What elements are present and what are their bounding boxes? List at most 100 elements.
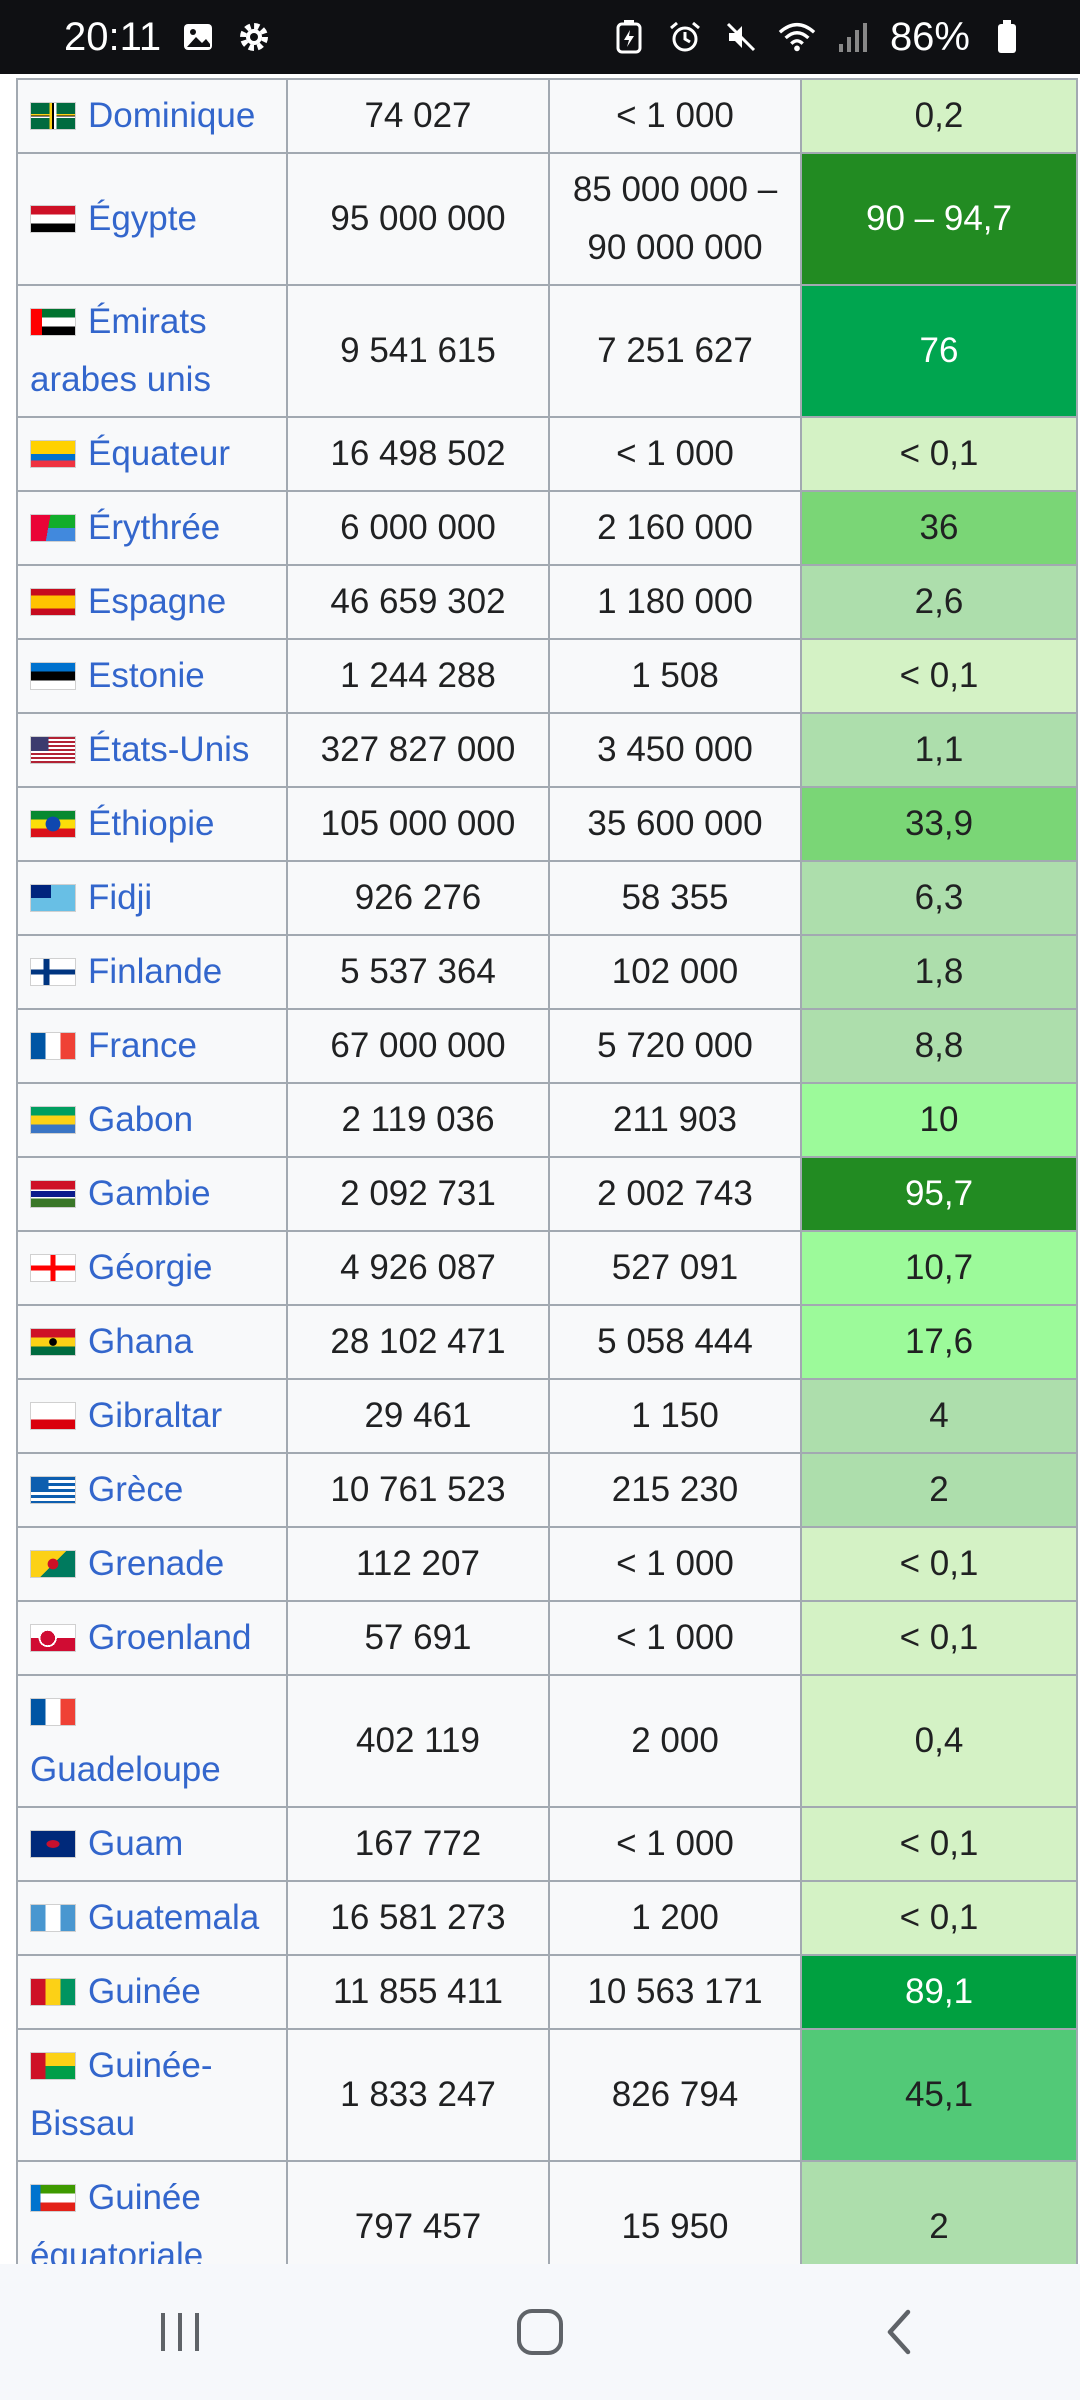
country-link[interactable]: Dominique [88, 96, 256, 135]
table-row: Gabon 2 119 036 211 903 10 [16, 1082, 1078, 1158]
table-row: Géorgie 4 926 087 527 091 10,7 [16, 1230, 1078, 1306]
population-cell: 5 537 364 [286, 934, 550, 1010]
muslim-population-cell: < 1 000 [548, 1526, 802, 1602]
flag-icon [30, 1032, 76, 1060]
page-content[interactable]: Dominique 74 027 < 1 000 0,2 Égypte 95 000 00… [0, 74, 1080, 2264]
country-link[interactable]: Ghana [88, 1322, 194, 1361]
country-cell: Grèce [16, 1452, 288, 1528]
country-cell: Gabon [16, 1082, 288, 1158]
population-cell: 6 000 000 [286, 490, 550, 566]
population-cell: 1 833 247 [286, 2028, 550, 2162]
flag-icon [30, 1978, 76, 2006]
population-cell: 46 659 302 [286, 564, 550, 640]
muslim-population-cell: 826 794 [548, 2028, 802, 2162]
country-cell: Guam [16, 1806, 288, 1882]
table-row: Espagne 46 659 302 1 180 000 2,6 [16, 564, 1078, 640]
country-link[interactable]: Égypte [88, 199, 197, 238]
muslim-population-cell: 85 000 000 – 90 000 000 [548, 152, 802, 286]
country-link[interactable]: Érythrée [88, 508, 221, 547]
percentage-cell: 76 [800, 284, 1078, 418]
flag-icon [30, 1106, 76, 1134]
back-button[interactable] [840, 2282, 960, 2382]
flag-icon [30, 440, 76, 468]
population-cell: 1 244 288 [286, 638, 550, 714]
flag-icon [30, 1550, 76, 1578]
home-button[interactable] [480, 2282, 600, 2382]
percentage-cell: 2 [800, 1452, 1078, 1528]
country-cell: Grenade [16, 1526, 288, 1602]
muslim-population-cell: 5 058 444 [548, 1304, 802, 1380]
navigation-bar [0, 2264, 1080, 2400]
country-link[interactable]: États-Unis [88, 730, 250, 769]
percentage-cell: 1,8 [800, 934, 1078, 1010]
population-cell: 2 092 731 [286, 1156, 550, 1232]
percentage-cell: < 0,1 [800, 1600, 1078, 1676]
flag-icon [30, 2052, 76, 2080]
percentage-cell: 8,8 [800, 1008, 1078, 1084]
country-cell: Équateur [16, 416, 288, 492]
percentage-cell: 33,9 [800, 786, 1078, 862]
country-link[interactable]: Grenade [88, 1544, 225, 1583]
table-body: Dominique 74 027 < 1 000 0,2 Égypte 95 000 00… [16, 78, 1078, 2264]
population-cell: 926 276 [286, 860, 550, 936]
country-link[interactable]: Gibraltar [88, 1396, 223, 1435]
population-cell: 327 827 000 [286, 712, 550, 788]
clock: 20:11 [64, 14, 162, 59]
population-cell: 2 119 036 [286, 1082, 550, 1158]
population-cell: 4 926 087 [286, 1230, 550, 1306]
country-link[interactable]: Guinée équatoriale [30, 2178, 204, 2264]
percentage-cell: < 0,1 [800, 416, 1078, 492]
country-cell: Guadeloupe [16, 1674, 288, 1808]
percentage-cell: 10,7 [800, 1230, 1078, 1306]
flag-icon [30, 205, 76, 233]
muslim-population-cell: 58 355 [548, 860, 802, 936]
status-bar-right: 86% [610, 15, 1026, 60]
country-link[interactable]: Gambie [88, 1174, 211, 1213]
muslim-population-cell: < 1 000 [548, 1806, 802, 1882]
country-link[interactable]: Émirats arabes unis [30, 302, 211, 399]
battery-percent: 86% [889, 14, 970, 59]
country-link[interactable]: France [88, 1026, 197, 1065]
table-row: Guatemala 16 581 273 1 200 < 0,1 [16, 1880, 1078, 1956]
country-cell: Estonie [16, 638, 288, 714]
percentage-cell: 95,7 [800, 1156, 1078, 1232]
country-link[interactable]: Éthiopie [88, 804, 215, 843]
country-cell: Espagne [16, 564, 288, 640]
table-row: Guinée-Bissau 1 833 247 826 794 45,1 [16, 2028, 1078, 2162]
muslim-population-cell: 3 450 000 [548, 712, 802, 788]
population-cell: 10 761 523 [286, 1452, 550, 1528]
country-cell: Guinée [16, 1954, 288, 2030]
country-link[interactable]: Gabon [88, 1100, 194, 1139]
recent-apps-button[interactable] [120, 2282, 240, 2382]
table-row: Éthiopie 105 000 000 35 600 000 33,9 [16, 786, 1078, 862]
country-link[interactable]: Guinée-Bissau [30, 2046, 213, 2143]
table-row: Guinée équatoriale 797 457 15 950 2 [16, 2160, 1078, 2264]
percentage-cell: 4 [800, 1378, 1078, 1454]
country-link[interactable]: Estonie [88, 656, 205, 695]
status-bar: 20:11 86% [0, 0, 1080, 74]
muslim-population-cell: < 1 000 [548, 416, 802, 492]
country-link[interactable]: Groenland [88, 1618, 252, 1657]
muslim-population-cell: 2 160 000 [548, 490, 802, 566]
percentage-cell: 17,6 [800, 1304, 1078, 1380]
country-link[interactable]: Grèce [88, 1470, 184, 1509]
population-cell: 57 691 [286, 1600, 550, 1676]
table-row: Guam 167 772 < 1 000 < 0,1 [16, 1806, 1078, 1882]
flag-icon [30, 1254, 76, 1282]
table-row: Grèce 10 761 523 215 230 2 [16, 1452, 1078, 1528]
country-link[interactable]: Guinée [88, 1972, 201, 2011]
country-link[interactable]: Guatemala [88, 1898, 260, 1937]
table-row: Estonie 1 244 288 1 508 < 0,1 [16, 638, 1078, 714]
country-link[interactable]: Guadeloupe [30, 1750, 221, 1789]
country-cell: Gambie [16, 1156, 288, 1232]
country-link[interactable]: Guam [88, 1824, 184, 1863]
percentage-cell: 89,1 [800, 1954, 1078, 2030]
muslim-population-cell: 527 091 [548, 1230, 802, 1306]
country-link[interactable]: Équateur [88, 434, 231, 473]
population-cell: 402 119 [286, 1674, 550, 1808]
country-link[interactable]: Géorgie [88, 1248, 213, 1287]
country-link[interactable]: Espagne [88, 582, 227, 621]
country-link[interactable]: Finlande [88, 952, 223, 991]
country-link[interactable]: Fidji [88, 878, 153, 917]
population-cell: 112 207 [286, 1526, 550, 1602]
